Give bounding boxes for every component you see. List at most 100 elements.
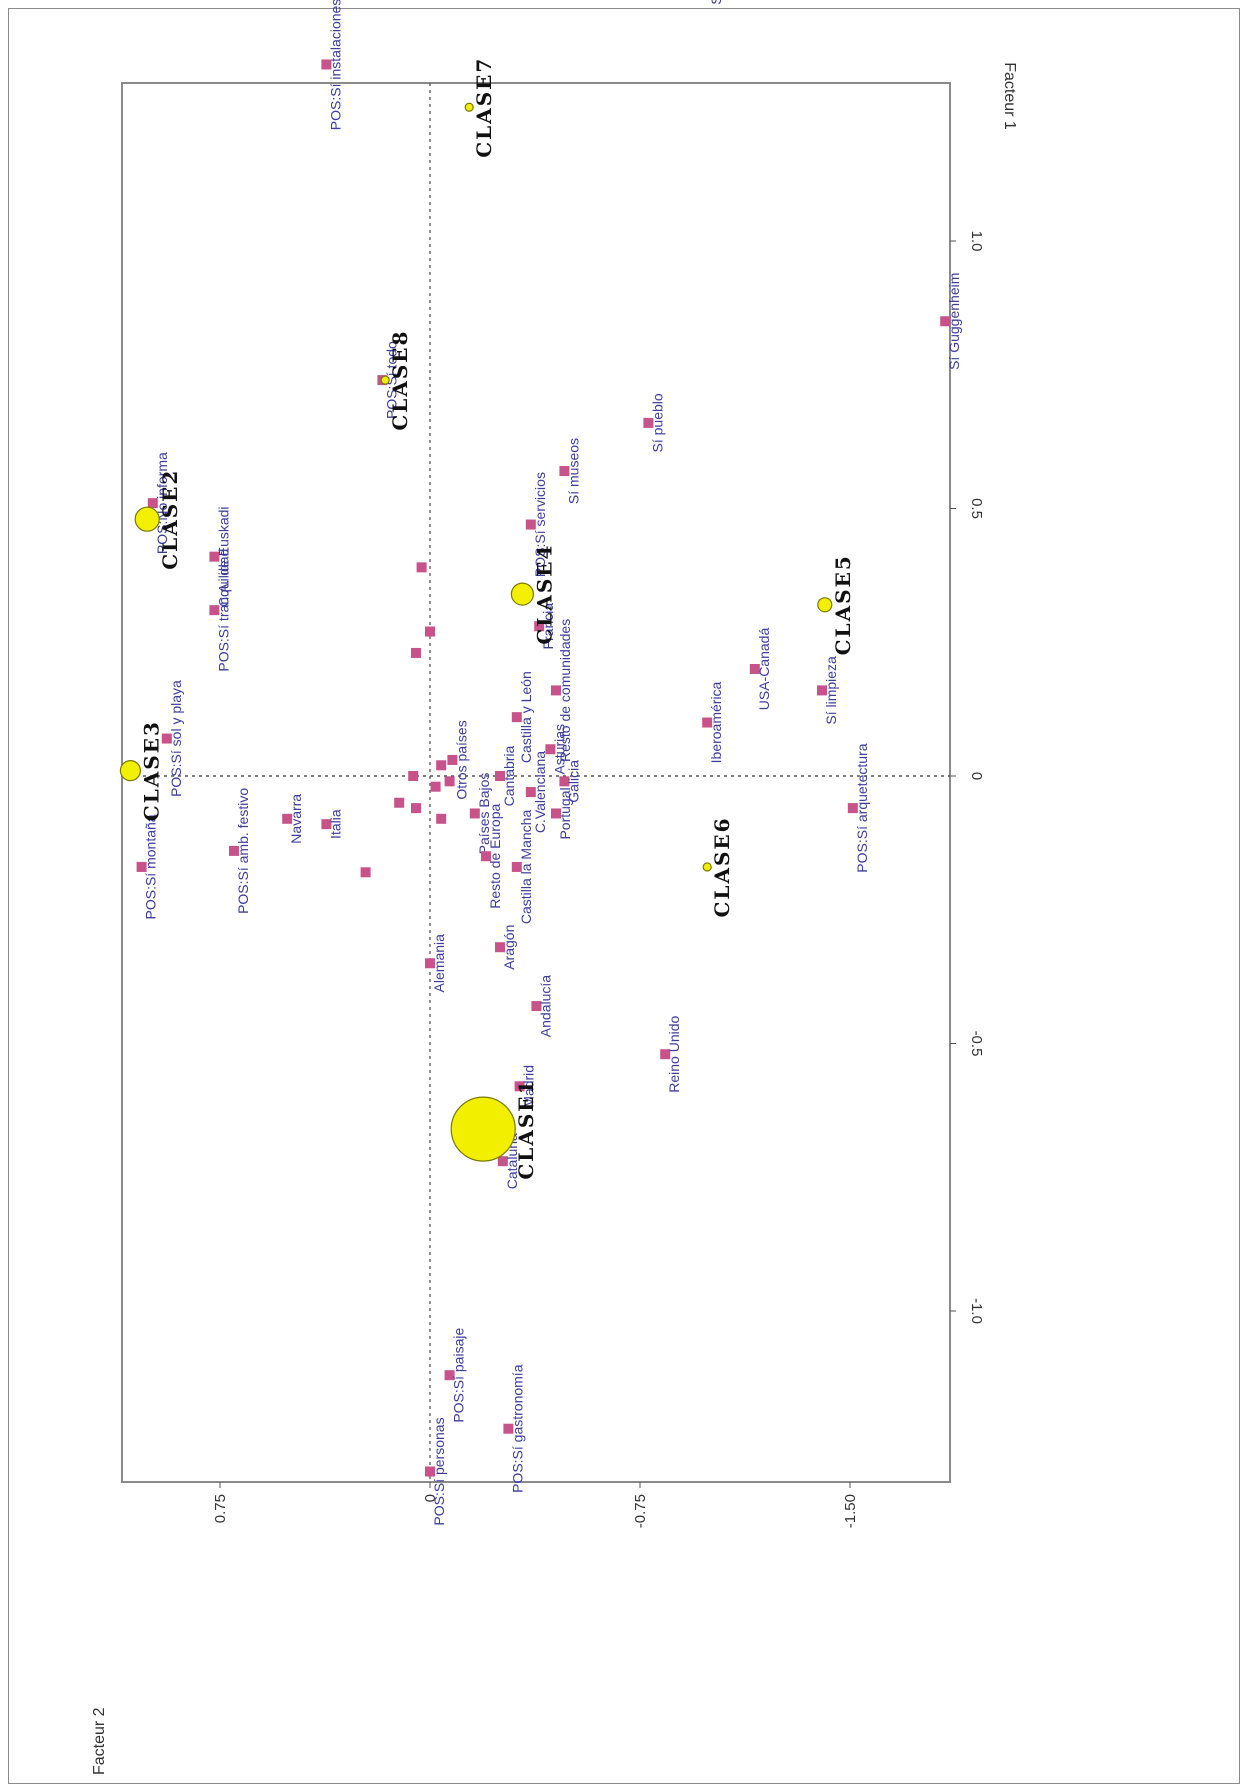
data-point: [436, 813, 447, 824]
data-point: [495, 771, 505, 781]
plot-area: [121, 82, 951, 1483]
point-label: POS:Sí amb. festivo: [235, 788, 251, 914]
point-label: USA-Canadá: [756, 628, 772, 711]
data-points: POS:Sí montaña POS:Sí sol y playa POS:Sí a…: [136, 0, 962, 1526]
point-label: Italia: [327, 809, 343, 839]
point-label: POS:Sí gastronomía: [509, 1364, 525, 1493]
y-tick-label: -1.50: [842, 1494, 859, 1528]
data-point: [444, 776, 455, 787]
x-tick-label: -0.5: [968, 1031, 985, 1057]
point-label: Galicia: [565, 760, 581, 803]
data-point: [394, 797, 405, 808]
data-point: [534, 621, 545, 632]
point-label: Castilla y León: [518, 671, 534, 763]
point-label: Asturias: [551, 724, 567, 775]
point-label: Países Bajos: [476, 773, 492, 855]
class-marker: [119, 760, 141, 782]
class-marker: [464, 102, 474, 112]
data-point: [497, 1156, 508, 1167]
data-point: [447, 754, 458, 765]
data-point: [817, 685, 827, 696]
data-point: [749, 664, 760, 674]
data-point: [503, 1423, 514, 1434]
data-point: [551, 685, 561, 696]
axis-names: Facteur 1 Facteur 2: [91, 62, 1018, 1775]
point-label: POS:Sí tranquilidad: [215, 549, 231, 672]
class-label: CLASE8: [388, 330, 412, 431]
point-label: Andalucía: [537, 975, 553, 1037]
class-marker: [134, 506, 160, 532]
data-point: [514, 1081, 525, 1092]
point-label: POS:Sí instalaciones: [327, 0, 343, 130]
point-label: Portugal: [557, 787, 573, 839]
class-marker: [380, 375, 390, 385]
point-label: Sí Guggenheim: [946, 273, 962, 370]
data-point: [940, 316, 951, 327]
data-point: [660, 1049, 671, 1060]
data-point: [360, 867, 371, 878]
data-point: [411, 647, 421, 658]
x-tick-label: -1.0: [968, 1298, 985, 1324]
data-point: [321, 819, 332, 830]
data-point: [321, 59, 332, 70]
data-point: [551, 808, 561, 819]
data-point: [425, 1466, 435, 1477]
y-tick-label: 0.75: [212, 1494, 229, 1523]
point-label: POS:Sí todo: [383, 341, 399, 419]
class-label: CLASE4: [532, 544, 556, 645]
point-label: Madrid: [521, 1065, 537, 1108]
point-label: POS:Sí personas: [431, 1417, 447, 1525]
axis-ticks: -1.0 -0.5 0 0.5 1.0 0.75 0 -0.75 -1.50: [212, 231, 985, 1529]
point-label: Navarra: [288, 794, 304, 844]
data-point: [209, 605, 220, 616]
data-point: [416, 562, 427, 573]
point-label: Otros países: [453, 720, 469, 799]
point-label: Sí limpieza: [823, 656, 839, 725]
y-axis-title: Facteur 2: [91, 1707, 108, 1775]
point-label: POS:Sí servicios: [532, 472, 548, 577]
point-label: POS:Sí arquetectura: [854, 743, 870, 872]
data-point: [525, 787, 536, 798]
data-point: [545, 744, 556, 755]
y-tick-label: 0: [422, 1494, 439, 1502]
point-label: C.A. de Euskadi: [215, 506, 231, 606]
point-label: Sí pueblo: [649, 393, 665, 452]
figure-frame: [8, 8, 1240, 1784]
point-label: Alemania: [431, 934, 447, 993]
data-point: [282, 813, 293, 824]
point-label: Castilla la Mancha: [518, 810, 534, 925]
class-centroids: CLASE1 CLASE2 CLASE3 CLASE4 CLASE5 CLASE6 CLAS…: [119, 57, 855, 1180]
data-point: [229, 845, 239, 856]
class-marker: [450, 1096, 516, 1162]
data-point: [411, 803, 421, 814]
y-tick-label: -0.75: [632, 1494, 649, 1528]
x-axis-title: Facteur 1: [1001, 62, 1018, 130]
class-label: CLASE5: [831, 554, 855, 655]
point-label: POS:Sí sol y playa: [168, 680, 184, 797]
point-label: POS:No informa: [154, 452, 170, 554]
data-point: [425, 958, 435, 969]
data-point: [209, 551, 220, 562]
point-label: POS:Sí montaña: [143, 814, 159, 919]
class-label: CLASE1: [514, 1079, 538, 1180]
point-label: Sí comunic.: [708, 0, 724, 5]
point-label: Sí museos: [565, 438, 581, 504]
class-label: CLASE2: [158, 469, 182, 570]
data-point: [481, 851, 491, 862]
data-point: [147, 498, 158, 509]
data-point: [559, 776, 570, 787]
data-point: [136, 861, 147, 872]
class-label: CLASE3: [139, 720, 163, 821]
data-point: [531, 1001, 542, 1012]
data-point: [425, 626, 435, 637]
class-marker: [702, 862, 712, 872]
data-point: [643, 417, 654, 428]
point-label: POS:Sí paisaje: [451, 1328, 467, 1423]
point-label: Iberoamérica: [708, 681, 724, 763]
data-point: [525, 519, 536, 530]
reference-lines: [122, 83, 950, 1482]
class-label: CLASE6: [710, 816, 734, 917]
point-label: Francia: [540, 603, 556, 650]
data-point: [436, 760, 447, 771]
